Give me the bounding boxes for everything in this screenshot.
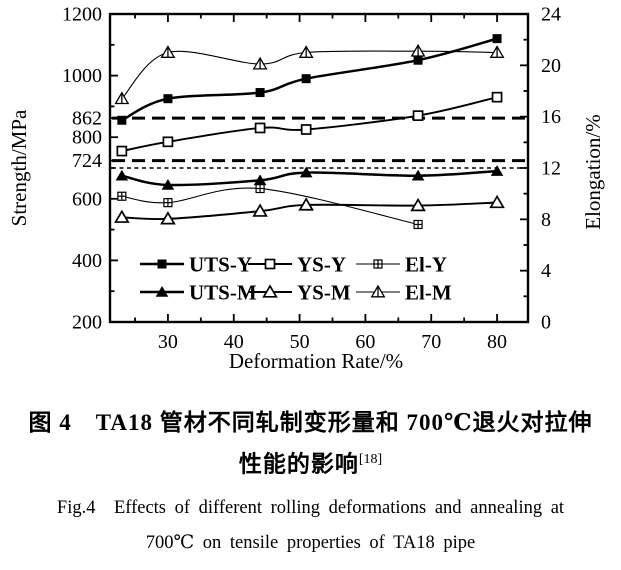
svg-text:724: 724 — [72, 150, 102, 172]
chart-area: Strength/MPa Elongation/% Deformation Ra… — [7, 4, 605, 374]
caption-zh-line2: 性能的影响[18] — [0, 441, 621, 483]
series-line-El-Y — [121, 187, 419, 226]
svg-text:4: 4 — [541, 260, 551, 282]
series-line-YS-Y — [121, 96, 498, 152]
y-axis-label-left: Strength/MPa — [7, 109, 31, 226]
legend-item-El-M: El-M — [356, 281, 452, 305]
legend-item-UTS-Y: UTS-Y — [140, 253, 252, 277]
svg-text:20: 20 — [541, 55, 561, 77]
figure-caption-zh: 图 4 TA18 管材不同轧制变形量和 700℃退火对拉伸 性能的影响[18] — [0, 404, 621, 483]
svg-text:16: 16 — [541, 106, 561, 128]
svg-text:60: 60 — [355, 331, 375, 353]
series-UTS-Y — [117, 34, 502, 125]
svg-text:24: 24 — [541, 4, 561, 26]
svg-text:600: 600 — [72, 188, 102, 210]
caption-zh-line1: 图 4 TA18 管材不同轧制变形量和 700℃退火对拉伸 — [0, 404, 621, 441]
caption-en-line1-text: Fig.4 Effects of different rolling defor… — [56, 497, 565, 518]
svg-text:12: 12 — [541, 158, 561, 180]
legend-label-UTS-M: UTS-M — [189, 281, 257, 305]
svg-text:200: 200 — [72, 312, 102, 334]
series-UTS-M — [115, 165, 504, 190]
y-axis-label-right: Elongation/% — [581, 114, 605, 229]
x-axis-label: Deformation Rate/% — [229, 349, 403, 373]
svg-text:800: 800 — [72, 127, 102, 149]
legend-item-El-Y: El-Y — [356, 253, 447, 277]
legend-item-YS-M: YS-M — [248, 281, 351, 305]
legend-label-UTS-Y: UTS-Y — [189, 253, 252, 277]
svg-text:0: 0 — [541, 312, 551, 334]
x-tick-labels: 30 40 50 60 70 80 — [158, 331, 507, 353]
caption-en-line1: Fig.4 Effects of different rolling defor… — [0, 491, 621, 526]
svg-text:80: 80 — [487, 331, 507, 353]
svg-text:862: 862 — [72, 108, 102, 130]
legend-label-El-Y: El-Y — [405, 253, 447, 277]
tensile-properties-chart: Strength/MPa Elongation/% Deformation Ra… — [7, 4, 605, 374]
legend: UTS-Y YS-Y El-Y UTS-M YS-M El-M — [140, 253, 452, 305]
legend-item-YS-Y: YS-Y — [248, 253, 346, 277]
legend-label-YS-Y: YS-Y — [297, 253, 346, 277]
series-El-Y — [117, 183, 423, 230]
caption-en-line2: 700℃ on tensile properties of TA18 pipe — [0, 526, 621, 561]
series-YS-M — [114, 194, 505, 225]
caption-zh-line1-text: 图 4 TA18 管材不同轧制变形量和 700℃退火对拉伸 — [28, 410, 593, 435]
caption-en-line2-text: 700℃ on tensile properties of TA18 pipe — [145, 532, 476, 553]
legend-label-YS-M: YS-M — [297, 281, 351, 305]
caption-zh-line2-text: 性能的影响 — [238, 451, 359, 477]
reference-lines — [112, 116, 526, 169]
citation-ref: [18] — [358, 452, 383, 467]
svg-text:50: 50 — [290, 331, 310, 353]
svg-text:30: 30 — [158, 331, 178, 353]
svg-text:8: 8 — [541, 209, 551, 231]
svg-text:400: 400 — [72, 250, 102, 272]
series-YS-Y — [116, 91, 503, 157]
figure-caption-en: Fig.4 Effects of different rolling defor… — [0, 491, 621, 561]
axis-ticks — [110, 13, 528, 323]
svg-text:1000: 1000 — [62, 65, 102, 87]
svg-text:70: 70 — [421, 331, 441, 353]
svg-text:1200: 1200 — [62, 4, 102, 26]
legend-item-UTS-M: UTS-M — [140, 281, 257, 305]
legend-label-El-M: El-M — [405, 281, 452, 305]
y-right-tick-labels: 24 20 16 12 8 4 0 — [541, 4, 561, 334]
series-El-M — [114, 43, 505, 105]
svg-text:40: 40 — [224, 331, 244, 353]
